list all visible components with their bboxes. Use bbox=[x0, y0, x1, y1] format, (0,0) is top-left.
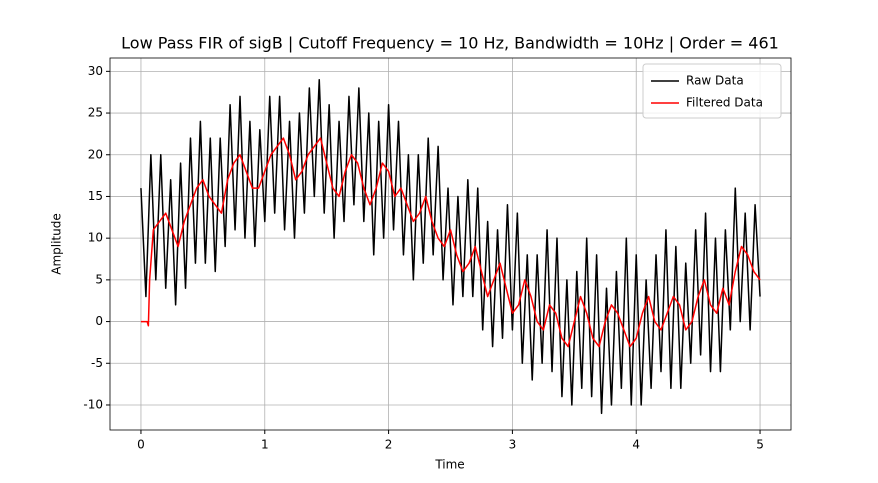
legend-label: Filtered Data bbox=[686, 96, 763, 110]
legend-box bbox=[642, 63, 782, 119]
y-tick-label: -5 bbox=[91, 356, 103, 370]
y-tick-label: 30 bbox=[88, 64, 103, 78]
data-line bbox=[140, 78, 761, 415]
y-tick-label: 5 bbox=[95, 272, 103, 286]
chart-title: Low Pass FIR of sigB | Cutoff Frequency … bbox=[121, 34, 779, 53]
y-tick-label: 25 bbox=[88, 106, 103, 120]
y-tick-label: 15 bbox=[88, 189, 103, 203]
y-tick-label: 20 bbox=[88, 147, 103, 161]
x-tick-label: 4 bbox=[632, 438, 640, 452]
y-tick-label: 0 bbox=[95, 314, 103, 328]
y-tick-label: -10 bbox=[83, 397, 103, 411]
x-tick-label: 5 bbox=[756, 438, 764, 452]
x-tick-label: 1 bbox=[261, 438, 269, 452]
data-line bbox=[140, 137, 761, 348]
legend-label: Raw Data bbox=[686, 74, 744, 88]
x-tick-label: 3 bbox=[509, 438, 517, 452]
x-axis-label: Time bbox=[434, 458, 464, 472]
x-tick-label: 0 bbox=[137, 438, 145, 452]
plot-frame bbox=[109, 57, 792, 431]
y-axis-label: Amplitude bbox=[50, 213, 64, 275]
x-tick-label: 2 bbox=[385, 438, 393, 452]
y-tick-label: 10 bbox=[88, 231, 103, 245]
